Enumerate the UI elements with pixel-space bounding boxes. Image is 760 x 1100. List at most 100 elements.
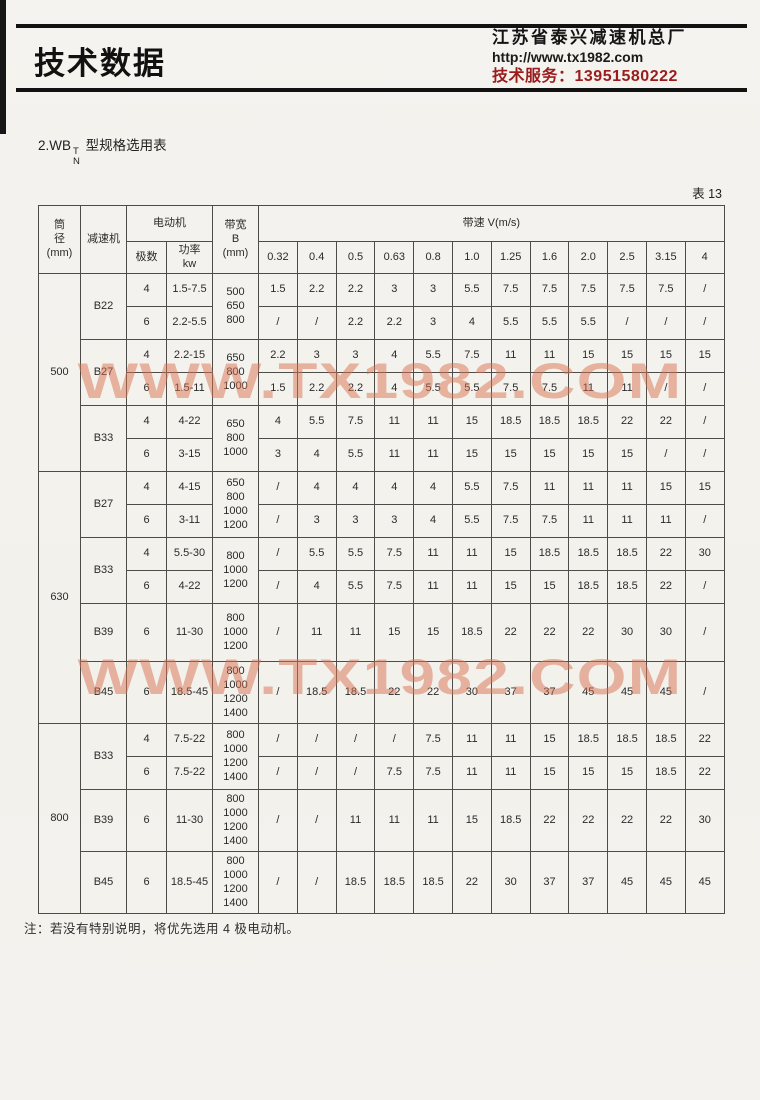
speed-value-cell: /: [258, 503, 298, 538]
speed-value-cell: 4: [258, 404, 298, 439]
speed-value-cell: 18.5: [568, 404, 609, 439]
speed-value-cell: 18.5: [645, 722, 686, 757]
speed-value-cell: 11: [645, 503, 686, 538]
spec-row: B33 4 4-22 650 800 1000 4 5.5 7.5 11 11 15 18.5 18.…: [39, 404, 725, 472]
speed-value-cell: 5.5: [568, 305, 609, 340]
diameter-cell: 500: [38, 272, 81, 472]
speed-value-cell: 18.5: [451, 602, 492, 662]
speed-value-cell: 15: [645, 338, 686, 373]
speed-value-cell: 5.5: [529, 305, 570, 340]
speed-value-cell: 5.5: [451, 470, 492, 505]
speed-value-cell: 30: [684, 536, 725, 571]
speed-value-cell: 11: [451, 569, 492, 604]
spec-row: B45 6 18.5-45 800 1000 1200 1400//18.5 18.5 1…: [39, 850, 725, 914]
speed-value-cell: 37: [529, 660, 570, 724]
speed-value-cell: 7.5: [490, 272, 531, 307]
speed-value-cell: /: [684, 272, 725, 307]
section-title-suffix: 型规格选用表: [81, 138, 167, 153]
service-phone: 技术服务：13951580222: [492, 68, 678, 86]
speed-value-cell: 5.5: [335, 569, 376, 604]
belt-width-cell: 800 1000 1200 1400: [212, 788, 259, 852]
speed-value-cell: 2.2: [296, 371, 337, 406]
speed-value-cell: 2.2: [374, 305, 415, 340]
col-header-speed: 0.32: [258, 241, 298, 274]
speed-value-cell: /: [684, 305, 725, 340]
speed-value-cell: 15: [529, 755, 570, 790]
speed-value-cell: 3: [374, 272, 415, 307]
col-header-speed: 1.6: [529, 241, 570, 274]
speed-value-cell: 45: [684, 850, 725, 914]
reducer-cell: B39: [80, 602, 127, 662]
speed-value-cell: 11: [374, 404, 415, 439]
speed-value-cell: 3: [374, 503, 415, 538]
speed-value-cell: 7.5: [335, 404, 376, 439]
speed-value-cell: /: [258, 536, 298, 571]
speed-value-cell: 22: [413, 660, 453, 724]
speed-value-cell: 5.5: [413, 371, 453, 406]
speed-value-cell: 4: [413, 503, 453, 538]
belt-width-cell: 650 800 1000: [212, 338, 259, 406]
company-website: http://www.tx1982.com: [492, 49, 644, 66]
speed-value-cell: 4: [374, 338, 415, 373]
speed-value-cell: /: [258, 660, 298, 724]
speed-value-cell: 18.5: [374, 850, 415, 914]
speed-value-cell: 22: [607, 788, 647, 852]
speed-value-cell: 15: [451, 788, 492, 852]
speed-value-cell: 2.2: [296, 272, 337, 307]
speed-value-cell: 15: [490, 569, 531, 604]
poles-cell: 6: [126, 755, 167, 790]
speed-value-cell: 7.5: [568, 272, 609, 307]
speed-value-cell: 11: [374, 437, 415, 472]
power-cell: 11-30: [166, 788, 213, 852]
speed-value-cell: 11: [490, 755, 531, 790]
reducer-cell: B22: [80, 272, 127, 340]
speed-value-cell: 22: [568, 788, 609, 852]
spec-row: B33 4 5.5-30 800 1000 1200/5.5 5.5 7.5 11 11 15 1…: [39, 536, 725, 604]
speed-value-cell: 1.5: [258, 272, 298, 307]
speed-value-cell: 11: [374, 788, 415, 852]
speed-value-cell: 3: [413, 305, 453, 340]
col-header-belt-width: 带宽 B (mm): [212, 205, 259, 274]
speed-value-cell: 45: [607, 850, 647, 914]
speed-value-cell: 15: [529, 569, 570, 604]
power-cell: 18.5-45: [166, 660, 213, 724]
speed-value-cell: 30: [684, 788, 725, 852]
speed-value-cell: 5.5: [413, 338, 453, 373]
speed-value-cell: 7.5: [529, 371, 570, 406]
reducer-cell: B45: [80, 660, 127, 724]
speed-value-cell: /: [296, 788, 337, 852]
speed-value-cell: 15: [529, 722, 570, 757]
power-cell: 4-22: [166, 569, 213, 604]
belt-width-cell: 800 1000 1200: [212, 602, 259, 662]
speed-value-cell: 18.5: [568, 569, 609, 604]
speed-value-cell: 4: [296, 569, 337, 604]
speed-value-cell: 5.5: [296, 536, 337, 571]
spec-row: 6 4-22/4 5.5 7.5 11 11 15 15 18.5 18.5 22/: [39, 569, 725, 604]
speed-value-cell: /: [335, 755, 376, 790]
speed-value-cell: 15: [645, 470, 686, 505]
spec-row: 6 7.5-22///7.5 7.5 11 11 15 15 15 18.5 22: [39, 755, 725, 790]
speed-value-cell: 11: [607, 503, 647, 538]
speed-value-cell: 3: [335, 503, 376, 538]
speed-value-cell: 11: [413, 536, 453, 571]
belt-width-cell: 650 800 1000 1200: [212, 470, 259, 538]
power-cell: 7.5-22: [166, 722, 213, 757]
speed-value-cell: /: [296, 305, 337, 340]
poles-cell: 4: [126, 470, 167, 505]
speed-value-cell: 15: [684, 470, 725, 505]
speed-value-cell: 18.5: [529, 404, 570, 439]
spec-table: 筒 径 (mm) 减速机 电动机 带宽 B (mm) 带速 V(m/s) 极数 …: [38, 205, 725, 914]
speed-value-cell: /: [258, 850, 298, 914]
speed-value-cell: 4: [374, 470, 415, 505]
speed-value-cell: 3: [335, 338, 376, 373]
power-cell: 11-30: [166, 602, 213, 662]
col-header-speed: 0.8: [413, 241, 453, 274]
speed-value-cell: 18.5: [296, 660, 337, 724]
spec-row: B45 6 18.5-45 800 1000 1200 1400/18.5 18.5 22…: [39, 660, 725, 724]
spec-row: B27 4 2.2-15 650 800 1000 2.2 3 3 4 5.5 7.5 11 11 15…: [39, 338, 725, 406]
spec-table-container: 筒 径 (mm) 减速机 电动机 带宽 B (mm) 带速 V(m/s) 极数 …: [38, 205, 725, 914]
col-header-diameter: 筒 径 (mm): [38, 205, 81, 274]
col-header-reducer: 减速机: [80, 205, 127, 274]
poles-cell: 6: [126, 660, 167, 724]
